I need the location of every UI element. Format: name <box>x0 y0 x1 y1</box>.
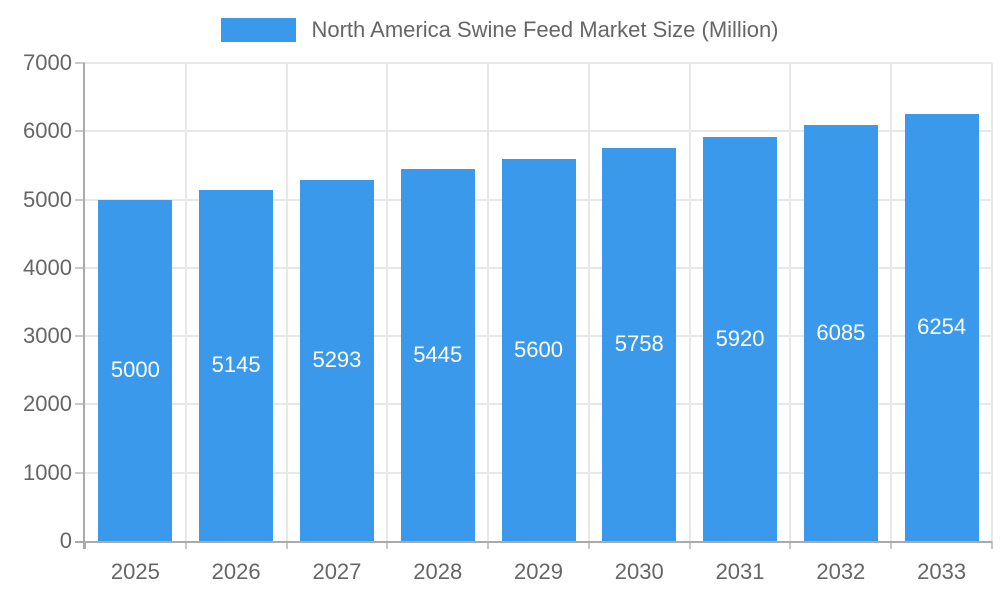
x-tick-label: 2030 <box>614 559 664 584</box>
gridline-vertical <box>890 63 893 541</box>
y-tick-label: 2000 <box>23 391 72 417</box>
x-axis-tick <box>386 541 389 549</box>
bar[interactable] <box>904 113 979 541</box>
gridline-vertical <box>184 63 187 541</box>
y-tick-label: 6000 <box>23 118 72 144</box>
gridline-vertical <box>487 63 490 541</box>
bar[interactable] <box>199 189 274 541</box>
gridline-horizontal <box>85 62 992 64</box>
x-axis-tick <box>688 541 691 549</box>
y-axis-line <box>83 63 85 549</box>
bar-value-label: 5445 <box>413 342 463 368</box>
bar-value-label: 5600 <box>514 336 563 362</box>
bar-value-label: 5145 <box>211 352 261 378</box>
x-tick-label: 2027 <box>312 559 362 584</box>
legend[interactable]: North America Swine Feed Market Size (Mi… <box>0 16 1000 44</box>
y-tick-label: 7000 <box>23 50 72 75</box>
x-tick-label: 2026 <box>211 559 261 584</box>
bar-value-label: 6085 <box>816 320 866 346</box>
bar-value-label: 5293 <box>312 347 362 373</box>
bar[interactable] <box>98 199 173 541</box>
y-tick-label: 4000 <box>23 254 72 280</box>
bar[interactable] <box>703 136 778 541</box>
legend-swatch <box>221 18 297 42</box>
y-axis-tick <box>75 198 85 201</box>
y-axis-tick <box>75 471 85 474</box>
bar[interactable] <box>501 158 576 541</box>
x-tick-label: 2025 <box>110 559 160 584</box>
bar-value-label: 5000 <box>110 357 160 383</box>
gridline-vertical <box>688 63 691 541</box>
bar[interactable] <box>400 169 475 541</box>
y-axis-tick <box>75 335 85 338</box>
bar-value-label: 5758 <box>614 331 664 357</box>
y-tick-label: 5000 <box>23 186 72 212</box>
x-axis-tick <box>587 541 590 549</box>
bar[interactable] <box>803 125 878 541</box>
x-tick-label: 2033 <box>917 559 967 584</box>
x-tick-label: 2028 <box>413 559 463 584</box>
legend-label: North America Swine Feed Market Size (Mi… <box>311 17 779 42</box>
x-axis-tick <box>890 541 893 549</box>
y-tick-label: 0 <box>59 528 72 553</box>
y-axis-tick <box>75 266 85 269</box>
y-tick-label: 3000 <box>23 323 72 349</box>
y-axis-tick <box>75 403 85 406</box>
gridline-vertical <box>386 63 389 541</box>
bar-value-label: 5920 <box>715 325 765 351</box>
x-axis-line <box>75 541 992 543</box>
x-axis-tick <box>789 541 792 549</box>
x-axis-tick <box>487 541 490 549</box>
bar[interactable] <box>602 147 677 541</box>
x-tick-label: 2031 <box>715 559 765 584</box>
gridline-vertical <box>587 63 590 541</box>
bar[interactable] <box>299 179 374 541</box>
y-axis-tick <box>75 62 85 64</box>
y-tick-label: 1000 <box>23 459 72 485</box>
y-axis-tick <box>75 130 85 133</box>
x-axis-tick <box>991 541 993 549</box>
x-axis-tick <box>184 541 187 549</box>
x-tick-label: 2029 <box>514 559 563 584</box>
bar-value-label: 6254 <box>917 314 967 340</box>
gridline-vertical <box>789 63 792 541</box>
x-axis-tick <box>84 541 86 549</box>
gridline-horizontal <box>85 130 992 133</box>
gridline-vertical <box>285 63 288 541</box>
gridline-vertical <box>991 63 993 541</box>
x-axis-tick <box>285 541 288 549</box>
x-tick-label: 2032 <box>816 559 866 584</box>
